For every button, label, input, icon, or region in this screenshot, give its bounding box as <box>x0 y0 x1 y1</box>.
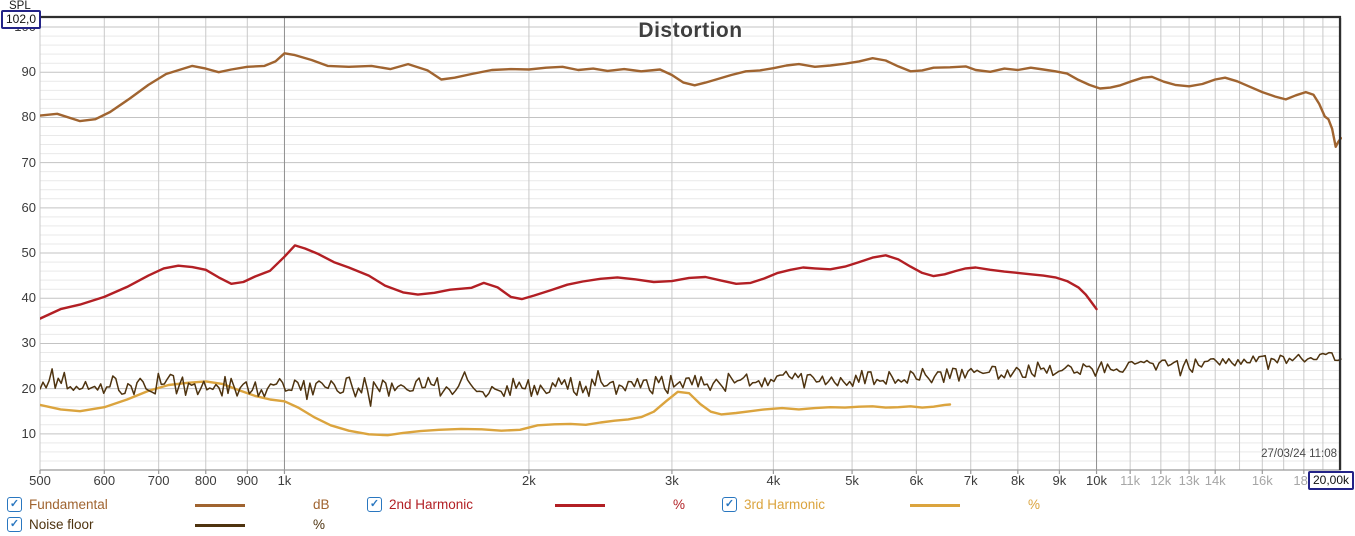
x-axis-tick-label: 16k <box>1251 473 1273 488</box>
x-axis-tick-label: 900 <box>236 473 259 488</box>
noise-floor-label: Noise floor <box>29 517 94 532</box>
y-axis-tick-label: 20 <box>21 380 36 396</box>
y-axis-tick-label: 10 <box>21 425 36 441</box>
y-axis-tick-label: 50 <box>21 245 36 261</box>
y-axis-tick-label: 60 <box>21 199 36 215</box>
3rd-harmonic-line-swatch <box>910 504 960 507</box>
x-axis-tick-label: 10k <box>1086 473 1108 488</box>
2nd-harmonic-line-swatch <box>555 504 605 507</box>
legend-item-noise-floor: ✓ Noise floor % <box>7 516 347 534</box>
3rd-harmonic-label: 3rd Harmonic <box>744 497 826 512</box>
x-axis-tick-label: 3k <box>665 473 679 488</box>
2nd-harmonic-label: 2nd Harmonic <box>389 497 474 512</box>
x-axis-tick-label: 700 <box>147 473 170 488</box>
x-axis-tick-label: 12k <box>1150 473 1172 488</box>
2nd-harmonic-unit: % <box>673 497 686 512</box>
y-axis-tick-label: 30 <box>21 335 36 351</box>
x-axis-tick-label: 500 <box>29 473 51 488</box>
y-axis-max-field[interactable]: 102,0 <box>1 10 42 29</box>
x-axis-tick-label: 1k <box>277 473 292 488</box>
legend-item-fundamental: ✓ Fundamental dB <box>7 496 347 514</box>
y-axis-tick-label: 80 <box>21 109 36 125</box>
x-axis-tick-label: 7k <box>963 473 978 488</box>
3rd-harmonic-unit: % <box>1028 497 1041 512</box>
x-axis-tick-label: 600 <box>93 473 116 488</box>
x-axis-tick-label: 8k <box>1010 473 1025 488</box>
2nd-harmonic-checkbox[interactable]: ✓ <box>367 497 382 512</box>
x-axis-tick-label: 5k <box>845 473 859 488</box>
series-fundamental <box>40 52 1342 149</box>
noise-floor-line-swatch <box>195 524 245 527</box>
fundamental-label: Fundamental <box>29 497 108 512</box>
x-axis-tick-label: 2k <box>522 473 536 488</box>
x-axis-tick-label: 14k <box>1204 473 1226 488</box>
fundamental-line-swatch <box>195 504 245 507</box>
x-axis-max-field[interactable]: 20,00k <box>1308 471 1355 490</box>
x-axis-tick-label: 4k <box>766 473 781 488</box>
chart-title: Distortion <box>638 19 743 42</box>
y-axis-tick-label: 70 <box>21 154 36 170</box>
y-axis-tick-label: 40 <box>21 290 36 306</box>
timestamp-label: 27/03/24 11:08 <box>1261 448 1337 460</box>
legend-item-2nd-harmonic: ✓ 2nd Harmonic % <box>367 496 707 514</box>
y-axis-title: SPL <box>9 0 31 12</box>
fundamental-unit: dB <box>313 497 330 512</box>
legend-item-3rd-harmonic: ✓ 3rd Harmonic % <box>722 496 1062 514</box>
series-noise-floor <box>40 351 1342 407</box>
x-axis-tick-label: 9k <box>1052 473 1067 488</box>
fundamental-checkbox[interactable]: ✓ <box>7 497 22 512</box>
noise-floor-checkbox[interactable]: ✓ <box>7 517 22 532</box>
y-axis-tick-label: 90 <box>21 64 36 80</box>
x-axis-tick-label: 800 <box>194 473 217 488</box>
x-axis-tick-label: 11k <box>1120 473 1141 488</box>
x-axis-tick-label: 13k <box>1178 473 1200 488</box>
x-axis-tick-label: 6k <box>909 473 924 488</box>
noise-floor-unit: % <box>313 517 326 532</box>
series-2nd-harmonic <box>40 244 1098 320</box>
3rd-harmonic-checkbox[interactable]: ✓ <box>722 497 737 512</box>
